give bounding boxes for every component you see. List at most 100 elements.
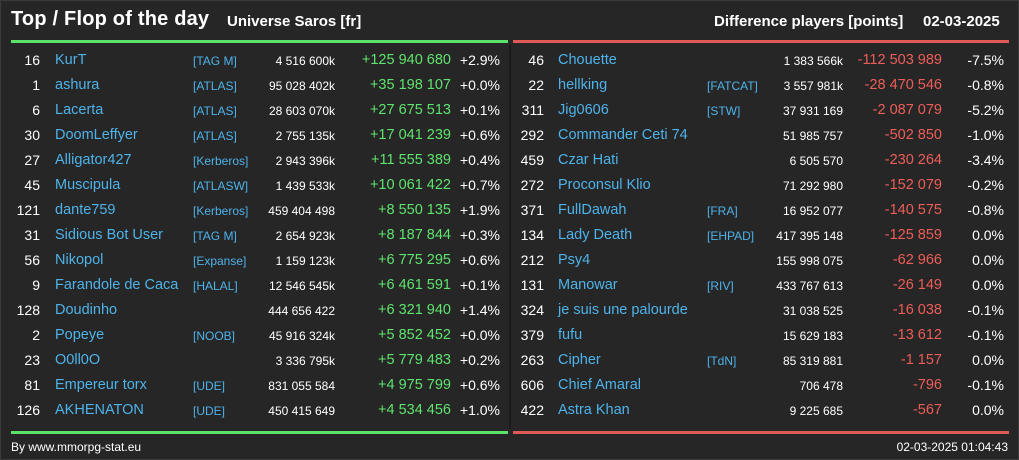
percent-change: +0.3% — [459, 227, 500, 243]
player-name-link[interactable]: dante759 — [55, 202, 116, 218]
alliance-tag[interactable]: [UDE] — [193, 404, 226, 418]
player-points: 12 546 545k — [268, 279, 335, 293]
player-name-link[interactable]: Commander Ceti 74 — [558, 127, 688, 143]
percent-change: 0.0% — [972, 227, 1004, 243]
player-points: 2 755 135k — [275, 129, 335, 143]
player-name-link[interactable]: Lacerta — [55, 102, 104, 118]
player-rank: 212 — [520, 252, 544, 268]
player-name-link[interactable]: Empereur torx — [55, 377, 147, 393]
top-gainers-list: 16 KurT [TAG M] 4 516 600k +125 940 680 +2.9%… — [1, 48, 509, 423]
footer-timestamp: 02-03-2025 01:04:43 — [896, 440, 1008, 454]
percent-change: -0.8% — [967, 77, 1004, 93]
points-difference: +11 555 389 — [371, 152, 451, 168]
alliance-tag[interactable]: [HALAL] — [193, 279, 238, 293]
percent-change: +0.6% — [459, 252, 500, 268]
points-difference: -16 038 — [892, 302, 942, 318]
alliance-tag[interactable]: [UDE] — [193, 379, 226, 393]
table-row: 9 Farandole de Caca [HALAL] 12 546 545k +6 4… — [1, 273, 509, 298]
player-name-link[interactable]: FullDawah — [558, 202, 627, 218]
alliance-tag[interactable]: [Kerberos] — [193, 154, 249, 168]
points-difference: -796 — [912, 377, 942, 393]
player-name-link[interactable]: Chouette — [558, 52, 617, 68]
header-date: 02-03-2025 — [923, 13, 1000, 30]
player-name-link[interactable]: Doudinho — [55, 302, 118, 318]
table-row: 22 hellking [FATCAT] 3 557 981k -28 470 546 -… — [511, 73, 1019, 98]
player-name-link[interactable]: AKHENATON — [55, 402, 144, 418]
player-name-link[interactable]: Proconsul Klio — [558, 177, 651, 193]
table-row: 126 AKHENATON [UDE] 450 415 649 +4 534 456 +1… — [1, 398, 509, 423]
player-name-link[interactable]: hellking — [558, 77, 608, 93]
alliance-tag[interactable]: [NOOB] — [193, 329, 236, 343]
alliance-tag[interactable]: [STW] — [707, 104, 741, 118]
player-name-link[interactable]: Sidious Bot User — [55, 227, 163, 243]
player-points: 45 916 324k — [268, 329, 335, 343]
player-name-link[interactable]: Alligator427 — [55, 152, 132, 168]
alliance-tag[interactable]: [FRA] — [707, 204, 738, 218]
player-rank: 459 — [520, 152, 544, 168]
footer-source: By www.mmorpg-stat.eu — [11, 440, 142, 454]
points-difference: -502 850 — [884, 127, 942, 143]
points-difference: +35 198 107 — [369, 77, 451, 93]
table-row: 371 FullDawah [FRA] 16 952 077 -140 575 -0.8% — [511, 198, 1019, 223]
player-name-link[interactable]: Cipher — [558, 352, 601, 368]
player-name-link[interactable]: DoomLeffyer — [55, 127, 138, 143]
points-difference: +27 675 513 — [369, 102, 451, 118]
player-name-link[interactable]: Chief Amaral — [558, 377, 642, 393]
player-points: 1 383 566k — [783, 54, 843, 68]
table-row: 324 je suis une palourde 31 038 525 -16 038… — [511, 298, 1019, 323]
player-name-link[interactable]: Astra Khan — [558, 402, 630, 418]
player-name-link[interactable]: Farandole de Caca — [55, 277, 179, 293]
player-points: 450 415 649 — [268, 404, 335, 418]
player-name-link[interactable]: O0ll0O — [55, 352, 101, 368]
points-difference: +125 940 680 — [361, 52, 451, 68]
player-points: 831 055 584 — [268, 379, 335, 393]
table-row: 292 Commander Ceti 74 51 985 757 -502 850 -1… — [511, 123, 1019, 148]
player-rank: 379 — [520, 327, 544, 343]
player-rank: 606 — [520, 377, 544, 393]
player-name-link[interactable]: je suis une palourde — [558, 302, 688, 318]
player-name-link[interactable]: Muscipula — [55, 177, 121, 193]
alliance-tag[interactable]: [ATLAS] — [193, 129, 237, 143]
points-difference: +6 461 591 — [378, 277, 451, 293]
table-row: 2 Popeye [NOOB] 45 916 324k +5 852 452 +0.0% — [1, 323, 509, 348]
player-points: 444 656 422 — [268, 304, 335, 318]
player-name-link[interactable]: fufu — [558, 327, 583, 343]
player-name-link[interactable]: Jig0606 — [558, 102, 609, 118]
alliance-tag[interactable]: [Kerberos] — [193, 204, 249, 218]
player-name-link[interactable]: Lady Death — [558, 227, 633, 243]
player-rank: 324 — [520, 302, 544, 318]
player-rank: 272 — [520, 177, 544, 193]
top-accent-bar — [11, 40, 508, 43]
alliance-tag[interactable]: [ATLAS] — [193, 104, 237, 118]
metric-label: Difference players [points] — [714, 13, 904, 30]
alliance-tag[interactable]: [TAG M] — [193, 229, 237, 243]
points-difference: -13 612 — [892, 327, 942, 343]
player-name-link[interactable]: Czar Hati — [558, 152, 619, 168]
alliance-tag[interactable]: [ATLAS] — [193, 79, 237, 93]
percent-change: -5.2% — [967, 102, 1004, 118]
flop-accent-bar-bottom — [513, 431, 1009, 434]
player-name-link[interactable]: Popeye — [55, 327, 105, 343]
percent-change: +0.1% — [459, 102, 500, 118]
alliance-tag[interactable]: [RIV] — [707, 279, 734, 293]
player-name-link[interactable]: Manowar — [558, 277, 618, 293]
player-name-link[interactable]: KurT — [55, 52, 87, 68]
points-difference: +8 550 135 — [378, 202, 451, 218]
player-rank: 263 — [520, 352, 544, 368]
alliance-tag[interactable]: [ATLASW] — [193, 179, 249, 193]
player-points: 31 038 525 — [782, 304, 843, 318]
points-difference: +6 775 295 — [378, 252, 451, 268]
player-points: 37 931 169 — [782, 104, 843, 118]
player-name-link[interactable]: ashura — [55, 77, 100, 93]
player-name-link[interactable]: Nikopol — [55, 252, 104, 268]
alliance-tag[interactable]: [FATCAT] — [707, 79, 758, 93]
table-row: 131 Manowar [RIV] 433 767 613 -26 149 0.0% — [511, 273, 1019, 298]
player-points: 459 404 498 — [268, 204, 335, 218]
alliance-tag[interactable]: [TdN] — [707, 354, 737, 368]
player-name-link[interactable]: Psy4 — [558, 252, 591, 268]
player-rank: 27 — [24, 152, 40, 168]
alliance-tag[interactable]: [EHPAD] — [707, 229, 755, 243]
alliance-tag[interactable]: [Expanse] — [193, 254, 247, 268]
alliance-tag[interactable]: [TAG M] — [193, 54, 237, 68]
player-points: 2 943 396k — [275, 154, 335, 168]
